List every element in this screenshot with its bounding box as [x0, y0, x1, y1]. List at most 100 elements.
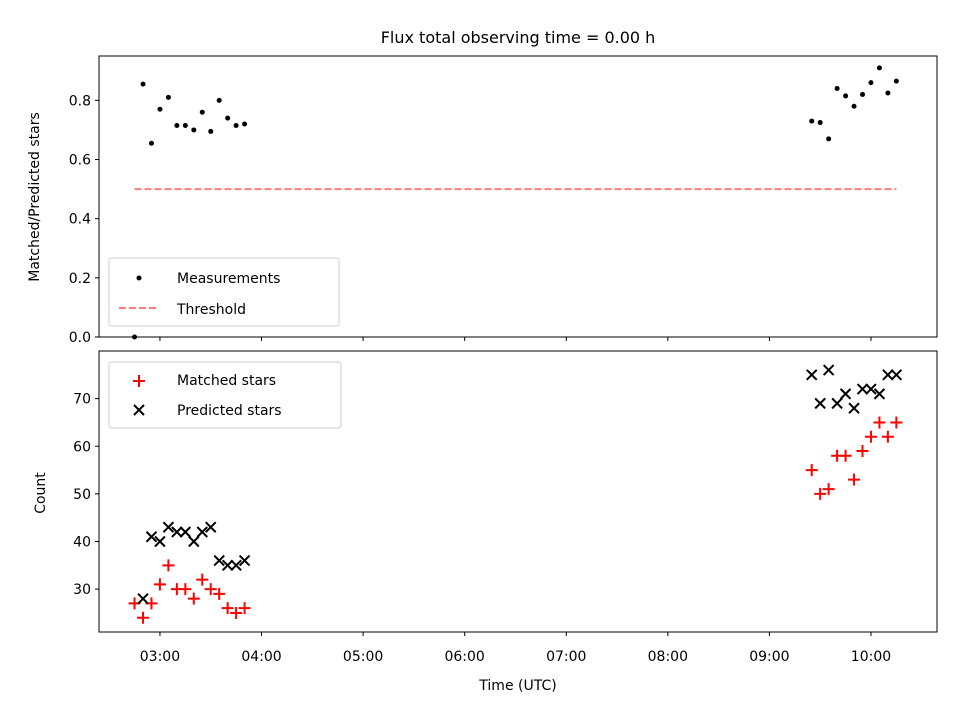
- measurement-point: [885, 90, 891, 96]
- matched-stars-point: [196, 573, 209, 586]
- measurement-point: [216, 97, 222, 103]
- predicted-stars-point: [162, 521, 175, 533]
- legend-label-predicted-stars: Predicted stars: [177, 403, 282, 419]
- predicted-stars-point: [839, 388, 852, 400]
- x-tick-label: 05:00: [343, 649, 383, 665]
- predicted-stars-point: [831, 397, 843, 410]
- predicted-stars-point: [856, 383, 869, 395]
- x-axis-label: Time (UTC): [478, 678, 556, 694]
- matched-stars-point: [873, 416, 886, 429]
- measurement-point: [817, 120, 823, 126]
- predicted-stars-point: [205, 521, 217, 533]
- x-tick-label: 09:00: [749, 649, 789, 665]
- measurement-point: [242, 121, 248, 127]
- matched-stars-point: [890, 416, 903, 429]
- measurement-point: [191, 127, 197, 133]
- bottom-y-tick-label: 50: [73, 487, 91, 503]
- matched-stars-point: [162, 559, 175, 572]
- matched-stars-point: [822, 483, 835, 496]
- predicted-stars-point: [822, 364, 835, 376]
- measurement-point: [893, 78, 899, 84]
- top-y-tick-label: 0.8: [69, 93, 91, 109]
- matched-stars-point: [153, 578, 166, 591]
- legend-label-matched-stars: Matched stars: [177, 373, 276, 389]
- measurement-point: [860, 91, 866, 97]
- measurement-point: [182, 123, 188, 129]
- predicted-stars-point: [145, 531, 158, 543]
- measurement-point: [208, 128, 214, 134]
- predicted-stars-point: [171, 526, 183, 538]
- matched-stars-point: [805, 464, 818, 477]
- predicted-stars-point: [188, 535, 200, 548]
- measurement-point: [834, 86, 840, 92]
- predicted-stars-point: [137, 592, 149, 605]
- matched-stars-point: [856, 445, 869, 458]
- predicted-stars-point: [154, 535, 166, 548]
- matched-stars-point: [814, 487, 827, 500]
- predicted-stars-point: [882, 369, 894, 381]
- legend-label-measurements: Measurements: [177, 271, 280, 287]
- measurement-point: [809, 118, 815, 124]
- predicted-stars-point: [890, 369, 903, 381]
- top-plot-area: 0.0 0.2 0.4 0.6 0.8: [69, 65, 899, 346]
- bottom-legend-box: [108, 361, 342, 429]
- top-y-tick-label: 0.0: [69, 330, 91, 346]
- predicted-stars-point: [238, 554, 251, 567]
- x-tick-label: 06:00: [444, 649, 484, 665]
- legend-marker-matched-stars: [133, 375, 145, 387]
- predicted-stars-point: [865, 383, 877, 395]
- top-y-axis-label: Matched/Predicted stars: [27, 112, 43, 282]
- measurement-point: [165, 94, 171, 100]
- matched-stars-point: [238, 602, 251, 615]
- predicted-stars-point: [213, 554, 225, 567]
- predicted-stars-point: [179, 526, 192, 538]
- x-tick-label: 07:00: [546, 649, 586, 665]
- matched-stars-point: [204, 583, 217, 596]
- matched-stars-point: [864, 430, 877, 443]
- measurement-point: [233, 123, 239, 129]
- chart-title: Flux total observing time = 0.00 h: [381, 28, 656, 47]
- measurement-point: [199, 109, 205, 115]
- bottom-y-tick-label: 70: [73, 392, 91, 408]
- top-y-tick-label: 0.4: [69, 212, 91, 228]
- matched-stars-point: [179, 583, 192, 596]
- x-tick-label: 10:00: [851, 649, 891, 665]
- predicted-stars-point: [230, 559, 242, 572]
- top-legend-box: [108, 257, 340, 327]
- bottom-y-tick-label: 40: [73, 535, 91, 551]
- matched-stars-point: [213, 587, 226, 600]
- bottom-y-tick-label: 30: [73, 582, 91, 598]
- matched-stars-point: [881, 430, 894, 443]
- predicted-stars-point: [221, 559, 234, 572]
- bottom-axes-frame: [98, 350, 938, 633]
- measurement-point: [148, 140, 154, 146]
- measurement-point: [843, 93, 849, 99]
- measurement-point: [876, 65, 882, 71]
- bottom-y-tick-label: 60: [73, 439, 91, 455]
- measurement-point: [225, 115, 231, 121]
- measurement-point: [826, 136, 832, 142]
- measurement-point: [157, 106, 163, 112]
- measurement-point: [868, 80, 874, 86]
- bottom-legend: Matched stars Predicted stars: [108, 361, 342, 429]
- x-tick-label: 04:00: [241, 649, 281, 665]
- matched-stars-point: [230, 606, 243, 619]
- top-y-tick-label: 0.2: [69, 271, 91, 287]
- predicted-stars-point: [848, 402, 860, 414]
- measurement-point: [174, 123, 180, 129]
- top-legend: Measurements Threshold: [108, 257, 340, 327]
- bottom-y-axis-label: Count: [33, 472, 49, 514]
- x-tick-label: 03:00: [140, 649, 180, 665]
- measurement-point: [851, 103, 857, 109]
- legend-marker-predicted-stars: [133, 404, 145, 416]
- matched-stars-point: [839, 449, 852, 462]
- predicted-stars-point: [873, 388, 886, 400]
- top-axes-frame: [98, 55, 938, 338]
- measurement-point: [140, 81, 146, 87]
- matched-stars-point: [187, 592, 200, 605]
- predicted-stars-point: [814, 397, 826, 410]
- predicted-stars-point: [806, 369, 818, 381]
- x-tick-label: 08:00: [648, 649, 688, 665]
